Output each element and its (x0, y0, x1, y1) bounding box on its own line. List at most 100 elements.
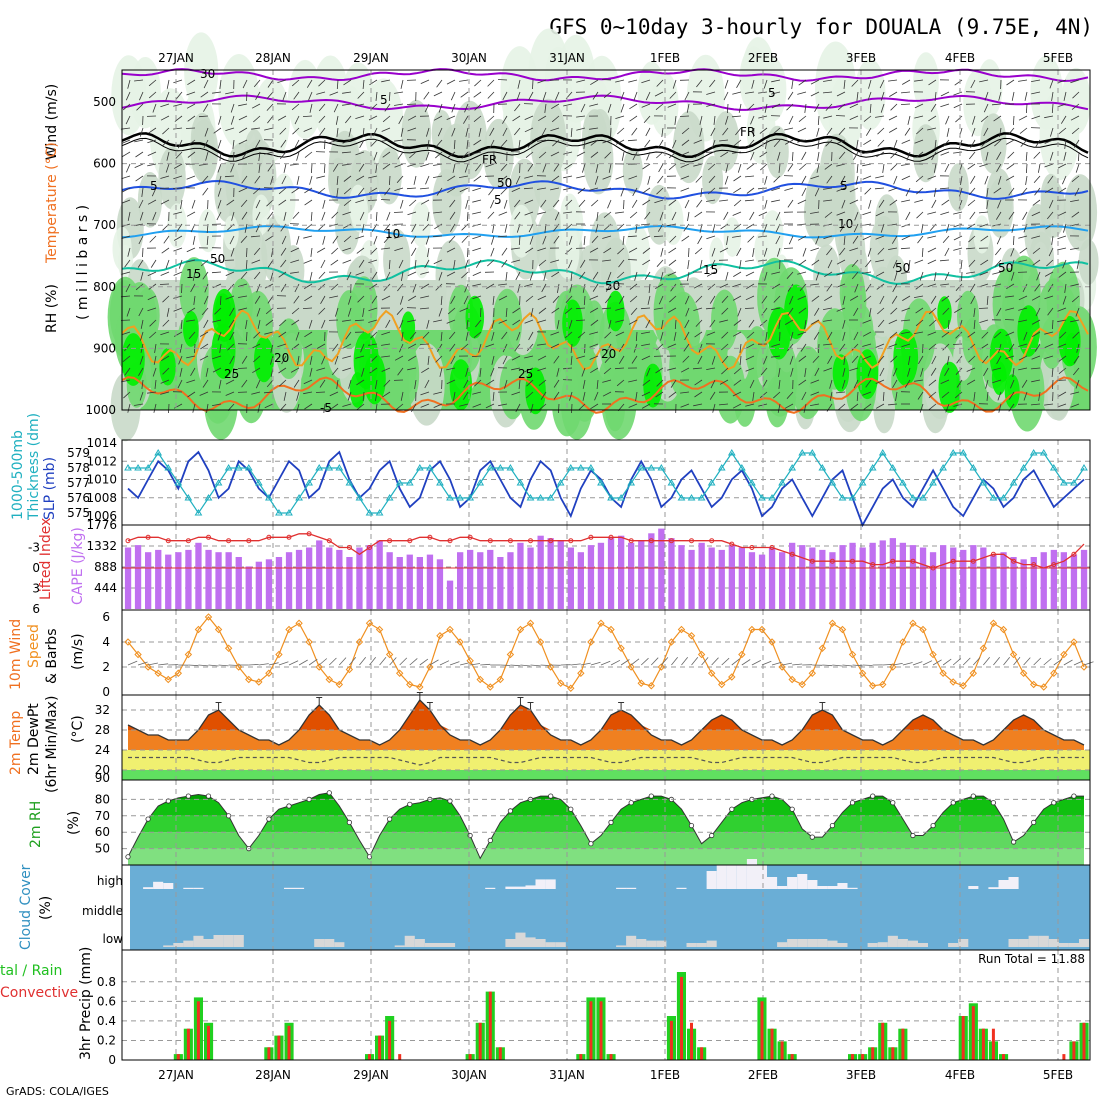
wind-barb (280, 139, 287, 148)
surface-barb (328, 657, 337, 666)
wind-barb (385, 271, 391, 281)
wind-barb (628, 379, 638, 383)
wind-barb (173, 307, 183, 312)
wind-barb (996, 235, 1002, 245)
contour-label: 5 (840, 179, 848, 193)
wind-barb (553, 391, 560, 400)
surface-barb (1003, 656, 1011, 666)
rh-blob (739, 46, 769, 113)
wind-barb (321, 211, 326, 221)
wind-barb (175, 151, 183, 159)
wind-barb (527, 139, 534, 148)
wind-barb (160, 331, 170, 336)
wind-barb (744, 175, 755, 178)
wind-barb (953, 235, 963, 241)
wind-barb (986, 187, 989, 197)
wind-barb (722, 127, 729, 136)
wind-barb (827, 259, 833, 269)
wind-barb (590, 79, 599, 86)
wind-barb (512, 307, 521, 314)
wind-barb (971, 127, 976, 137)
wind-barb (721, 307, 729, 315)
contour-label: FR (482, 153, 497, 167)
wind-barb (148, 127, 157, 134)
wind-barb (954, 79, 963, 86)
wind-barb (1010, 247, 1015, 257)
wind-barb (478, 343, 482, 353)
rh-point (870, 793, 876, 799)
precip-tick: 0.8 (97, 975, 116, 989)
wind-barb (693, 307, 703, 311)
wind-barb (674, 115, 677, 125)
rh-blob (414, 244, 430, 279)
wind-speed-point (768, 638, 776, 646)
wind-barb (258, 163, 261, 173)
wind-barb (862, 175, 872, 180)
wind-barb (874, 187, 885, 190)
rh-blob (712, 111, 740, 172)
wind-barb (538, 115, 547, 122)
wind-barb (605, 283, 612, 292)
wind-barb (537, 139, 547, 142)
wind-barb (941, 295, 950, 302)
thickness-point (164, 464, 173, 471)
wind-barb (480, 307, 482, 318)
wind-barb (706, 331, 716, 336)
wind-barb (253, 271, 261, 280)
wind-barb (322, 235, 326, 245)
wind-speed-point (557, 679, 565, 687)
wind-barb (868, 79, 872, 89)
wind-barb (595, 163, 599, 173)
wind-barb (398, 115, 404, 125)
wind-barb (817, 139, 820, 149)
cape-bar (940, 545, 947, 609)
wind-barb (162, 295, 170, 303)
wind-barb (375, 391, 378, 401)
wind-barb (238, 139, 248, 145)
wind-barb (425, 175, 430, 185)
cape-bar (517, 542, 524, 609)
wind-barb (475, 163, 482, 172)
date-label-bottom: 30JAN (451, 1068, 487, 1082)
wind-barb (642, 199, 651, 206)
surface-barb (590, 661, 601, 666)
wind-barb (771, 79, 781, 83)
cape-bar (366, 545, 373, 609)
wind-barb (708, 175, 716, 183)
wind-barb (882, 163, 885, 173)
wind-barb (517, 79, 521, 89)
wind-barb (141, 187, 144, 197)
cloud-high-bar (525, 885, 536, 889)
wind-barb (398, 259, 404, 269)
wind-barb (550, 331, 560, 336)
wind-barb (296, 151, 300, 161)
wind-barb (264, 331, 274, 335)
cape-bar (698, 542, 705, 609)
wind-barb (135, 283, 144, 291)
wind-barb (709, 295, 716, 304)
wind-barb (893, 175, 898, 185)
wind-barb (407, 367, 417, 371)
wind-barb (1018, 235, 1028, 239)
rh-blob (1017, 305, 1040, 357)
wind-barb (140, 331, 144, 341)
wind-barb (712, 403, 716, 413)
wind-barb (370, 139, 378, 147)
wind-barb (955, 295, 963, 303)
thickness-point (536, 494, 545, 501)
li-point (487, 538, 493, 544)
wind-barb (799, 163, 807, 171)
cape-bar (587, 545, 595, 609)
wind-barb (199, 355, 209, 361)
cape-bar (155, 549, 162, 609)
wind-speed-point (194, 625, 203, 634)
cloud-high-bar (616, 887, 627, 889)
wind-barb (931, 199, 937, 209)
wind-barb (1008, 343, 1015, 352)
wind-barb (459, 175, 469, 178)
wind-barb (219, 79, 222, 89)
wind-barb (996, 151, 1002, 160)
wind-barb (134, 79, 144, 82)
